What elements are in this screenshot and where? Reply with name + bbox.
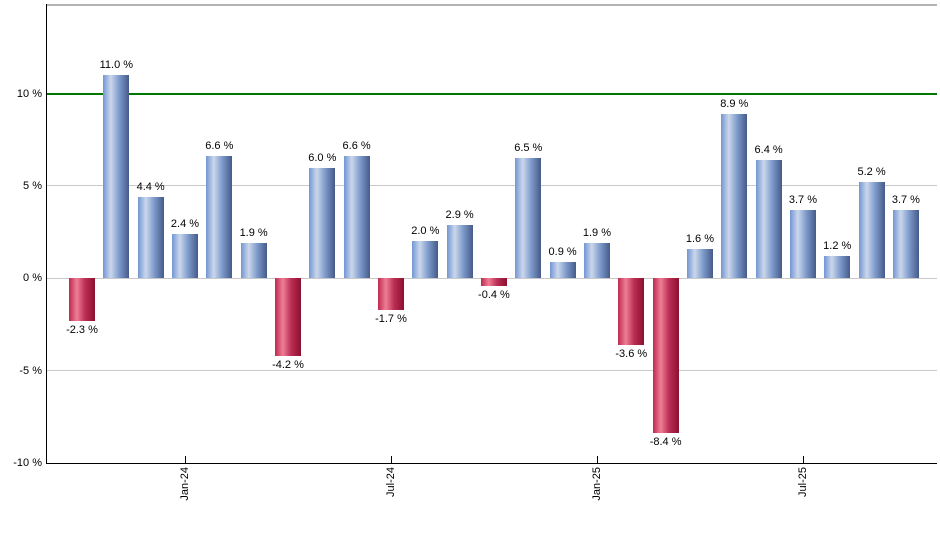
x-axis-tick [390,456,392,463]
x-axis-tick-label: Jan-25 [590,467,603,501]
bar-value-label: -3.6 % [615,347,648,360]
x-axis-line [46,463,937,464]
bar-negative [480,278,507,286]
y-axis-tick-label: -5 % [19,364,42,377]
bar-positive [721,113,748,279]
bar-value-label: 1.9 % [582,227,611,240]
bar-positive [446,224,473,279]
bar-value-label: 5.2 % [857,166,886,179]
x-axis-tick-label: Jul-25 [796,467,809,497]
bar-positive [789,209,816,279]
bar-positive [412,241,439,279]
bar-negative [69,278,95,321]
bar-value-label: 1.9 % [239,227,268,240]
x-axis-tick [184,456,186,463]
x-axis-tick-label: Jan-24 [178,467,191,501]
bar-positive [206,156,233,279]
bar-value-label: 1.2 % [823,240,852,253]
bar-value-label: 6.4 % [754,144,783,157]
bar-value-label: -2.3 % [66,323,98,336]
threshold-line-10pct [47,92,937,95]
gridline [47,370,937,372]
bar-positive [549,261,576,279]
plot-top-border [46,4,937,6]
x-axis-tick [596,456,598,463]
bar-value-label: 11.0 % [99,59,134,72]
bar-value-label: 2.0 % [411,225,440,238]
y-axis-tick-label: 5 % [23,179,42,192]
bar-value-label: -4.2 % [272,358,304,371]
bar-positive [343,156,370,279]
bar-value-label: 6.0 % [308,151,337,164]
bar-positive [103,75,130,279]
bar-positive [137,197,164,279]
bar-positive [892,209,919,279]
bar-value-label: 2.9 % [445,208,474,221]
bar-positive [824,256,851,279]
bar-value-label: -8.4 % [649,436,682,449]
bar-value-label: 3.7 % [891,193,920,206]
bar-value-label: 8.9 % [720,97,749,110]
y-axis-line [46,4,47,464]
bar-value-label: 0.9 % [548,245,577,258]
y-axis-tick-label: -10 % [13,457,42,469]
bar-positive [515,158,542,279]
bar-positive [240,243,267,279]
x-axis-tick [802,456,804,463]
bar-negative [618,278,645,345]
bar-positive [858,182,885,279]
y-axis-tick-label: 0 % [23,272,42,285]
bar-value-label: 6.5 % [514,142,543,155]
bar-positive [309,167,336,279]
bar-value-label: 6.6 % [205,140,234,153]
bar-negative [377,278,404,310]
bar-positive [171,234,198,279]
y-axis-tick-label: 10 % [16,87,42,100]
x-axis-tick-label: Jul-24 [384,467,397,497]
bar-value-label: 3.7 % [788,193,817,206]
gridline [47,185,937,187]
bar-value-label: 6.6 % [342,140,371,153]
bar-value-label: -1.7 % [375,312,407,325]
bar-positive [583,243,610,279]
bar-positive [686,248,713,279]
bar-value-label: -0.4 % [478,288,510,301]
bar-value-label: 1.6 % [685,232,714,245]
bar-negative [274,278,301,356]
bar-negative [652,278,679,434]
bar-value-label: 2.4 % [170,218,200,230]
bar-positive [755,160,782,279]
bar-value-label: 4.4 % [136,181,165,194]
